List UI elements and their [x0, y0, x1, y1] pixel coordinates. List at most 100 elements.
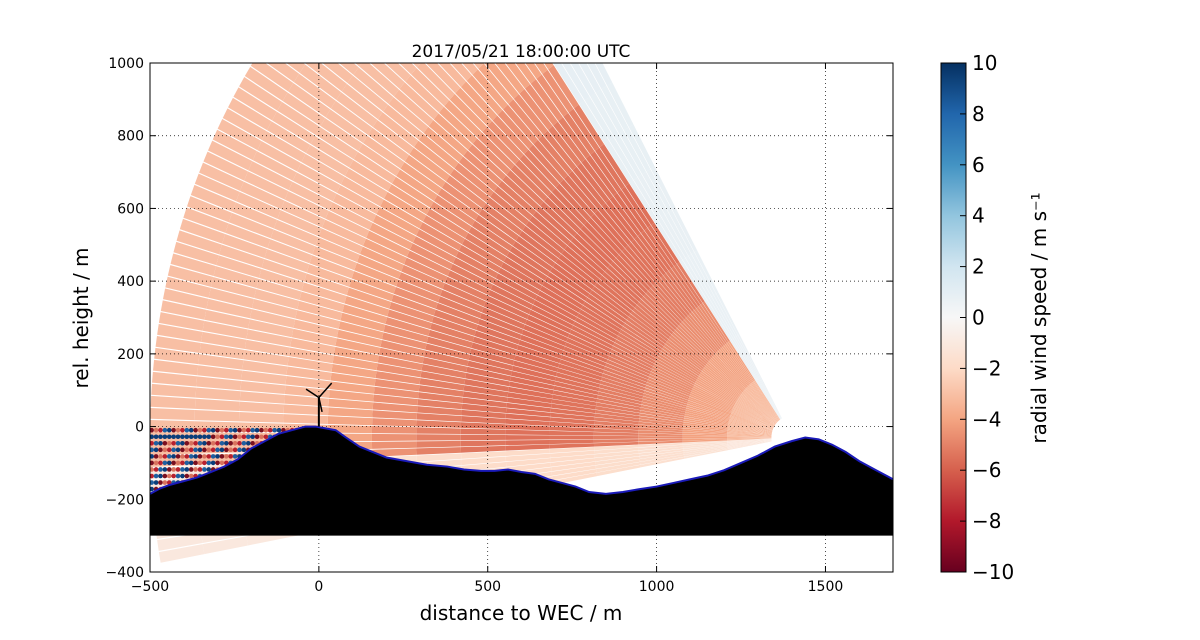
scan-dot	[232, 440, 238, 446]
beam-segment	[524, 149, 560, 188]
beam-segment	[732, 407, 774, 429]
scan-dot	[150, 434, 154, 440]
beam-segment	[547, 271, 588, 302]
beam-segment	[418, 392, 463, 404]
beam-segment	[372, 402, 418, 413]
beam-segment	[540, 201, 577, 237]
beam-segment	[568, 108, 600, 151]
beam-segment	[444, 100, 482, 138]
beam-segment	[709, 296, 735, 339]
beam-segment	[376, 363, 422, 378]
beam-segment	[505, 435, 550, 440]
beam-segment	[461, 416, 506, 424]
beam-segment	[430, 201, 472, 233]
beam-segment	[460, 422, 506, 430]
beam-segment	[602, 271, 639, 305]
beam-segment	[550, 267, 590, 298]
beam-segment	[722, 345, 752, 384]
beam-segment	[359, 0, 397, 27]
beam-segment	[490, 284, 533, 310]
scan-dot	[171, 467, 176, 472]
beam-segment	[593, 441, 639, 447]
beam-segment	[597, 395, 642, 408]
beam-segment	[668, 268, 699, 309]
beam-segment	[727, 439, 772, 445]
beam-segment	[728, 423, 772, 434]
beam-segment	[155, 335, 201, 353]
beam-segment	[284, 395, 329, 407]
beam-segment	[727, 430, 772, 436]
x-axis-ticks: −500 0 500 1000 1500	[131, 63, 843, 595]
beam-segment	[515, 350, 560, 368]
beam-segment	[525, 220, 565, 254]
wind-turbine-icon	[305, 382, 333, 427]
y-tick-label: 0	[135, 420, 144, 436]
beam-segment	[477, 318, 522, 340]
beam-segment	[295, 310, 341, 329]
beam-segment	[160, 300, 207, 320]
scan-dot	[150, 440, 154, 446]
beam-segment	[552, 472, 598, 485]
beam-segment	[601, 85, 629, 131]
beam-segment	[594, 413, 640, 422]
beam-segment	[688, 313, 720, 351]
beam-segment	[440, 0, 474, 15]
beam-segment	[558, 363, 602, 381]
scan-dot	[193, 440, 198, 446]
beam-segment	[157, 324, 203, 342]
beam-segment	[261, 258, 307, 282]
scan-dot	[175, 454, 181, 459]
beam-segment	[552, 262, 592, 294]
scan-dot	[210, 447, 216, 453]
beam-segment	[409, 147, 450, 182]
beam-segment	[242, 360, 288, 376]
scan-dot	[184, 427, 190, 433]
beam-segment	[244, 66, 288, 102]
beam-segment	[297, 163, 341, 193]
beam-segment	[525, 319, 568, 342]
beam-segment	[389, 301, 434, 323]
beam-segment	[699, 372, 738, 401]
beam-segment	[688, 398, 731, 416]
scan-dot	[272, 427, 277, 433]
beam-segment	[455, 87, 493, 127]
scan-dot	[224, 440, 229, 446]
scan-dot	[224, 434, 229, 440]
beam-segment	[519, 154, 556, 192]
beam-segment	[684, 412, 729, 424]
scan-dot	[184, 447, 190, 453]
scan-dot	[153, 467, 159, 472]
beam-segment	[150, 407, 195, 421]
scan-dot	[202, 467, 207, 472]
scan-dot	[241, 434, 247, 440]
beam-segment	[515, 159, 552, 197]
beam-segment	[299, 64, 342, 100]
scan-dot	[171, 454, 176, 459]
beam-segment	[733, 406, 774, 429]
beam-segment	[411, 67, 450, 107]
beam-segment	[601, 203, 635, 243]
beam-segment	[353, 67, 394, 104]
beam-segment	[594, 420, 639, 428]
beam-segment	[304, 63, 307, 64]
beam-segment	[747, 386, 778, 422]
beam-segment	[359, 246, 404, 272]
beam-segment	[549, 426, 595, 432]
beam-segment	[686, 406, 730, 420]
beam-segment	[494, 186, 533, 221]
beam-segment	[524, 84, 558, 126]
beam-segment	[505, 458, 551, 467]
beam-segment	[325, 210, 370, 238]
beam-segment	[523, 324, 567, 346]
beam-segment	[727, 433, 772, 437]
scan-dot	[166, 447, 172, 453]
beam-segment	[637, 174, 665, 218]
beam-segment	[553, 385, 598, 399]
beam-segment	[428, 329, 473, 348]
beam-segment	[371, 433, 417, 442]
beam-segment	[641, 230, 672, 271]
beam-segment	[329, 381, 375, 394]
scan-dot	[158, 447, 163, 453]
beam-segment	[670, 334, 707, 366]
beam-segment	[727, 438, 772, 443]
